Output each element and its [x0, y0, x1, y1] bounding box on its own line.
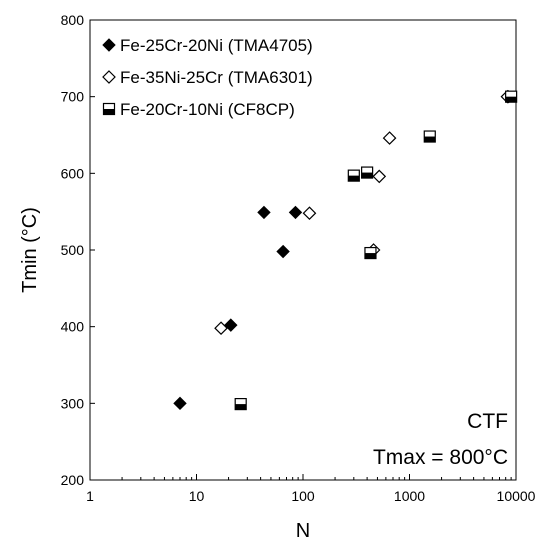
open-diamond-marker — [382, 131, 397, 145]
filled-diamond-marker — [288, 205, 303, 220]
legend-marker — [102, 70, 116, 84]
filled-diamond-marker — [173, 396, 187, 411]
half-square-marker — [505, 90, 518, 103]
open-diamond-marker — [214, 321, 228, 336]
filled-diamond-marker — [257, 205, 271, 220]
x-tick-label: 1000 — [394, 488, 425, 504]
x-tick-label: 1 — [86, 488, 94, 504]
half-square-marker — [234, 398, 247, 411]
x-tick-label: 100 — [291, 488, 315, 504]
x-axis-label: N — [296, 520, 310, 542]
open-diamond-marker — [302, 206, 317, 221]
y-tick-label: 400 — [61, 319, 85, 335]
legend-label: Fe-35Ni-25Cr (TMA6301) — [120, 68, 313, 87]
legend-label: Fe-20Cr-10Ni (CF8CP) — [120, 100, 295, 119]
plot-area — [89, 19, 517, 481]
y-axis-label: Tmin (°C) — [19, 207, 41, 293]
x-tick-label: 10000 — [497, 488, 536, 504]
legend: Fe-25Cr-20Ni (TMA4705) Fe-35Ni-25Cr (TMA6… — [102, 36, 313, 119]
open-diamond-marker — [372, 169, 387, 184]
y-tick-label: 300 — [61, 395, 85, 411]
legend-label: Fe-25Cr-20Ni (TMA4705) — [120, 36, 313, 55]
y-tick-label: 700 — [61, 89, 85, 105]
data-markers — [173, 89, 518, 411]
half-square-marker — [361, 166, 374, 179]
y-tick-label: 800 — [61, 12, 85, 28]
y-tick-label: 500 — [61, 242, 85, 258]
half-square-marker — [423, 130, 436, 143]
half-square-marker — [364, 246, 377, 260]
series-3 — [234, 90, 518, 411]
annotation-tmax: Tmax = 800°C — [373, 446, 508, 469]
y-tick-label: 200 — [61, 472, 85, 488]
y-tick-label: 600 — [61, 165, 85, 181]
y-axis: 200 300 400 500 600 700 800 — [61, 12, 95, 488]
filled-diamond-marker — [276, 244, 290, 259]
x-axis: 1 10 100 1000 10000 — [86, 474, 536, 504]
legend-marker — [102, 102, 116, 116]
half-square-marker — [347, 169, 360, 182]
annotation-ctf: CTF — [467, 410, 508, 433]
legend-marker — [102, 38, 116, 52]
x-tick-label: 10 — [189, 488, 205, 504]
